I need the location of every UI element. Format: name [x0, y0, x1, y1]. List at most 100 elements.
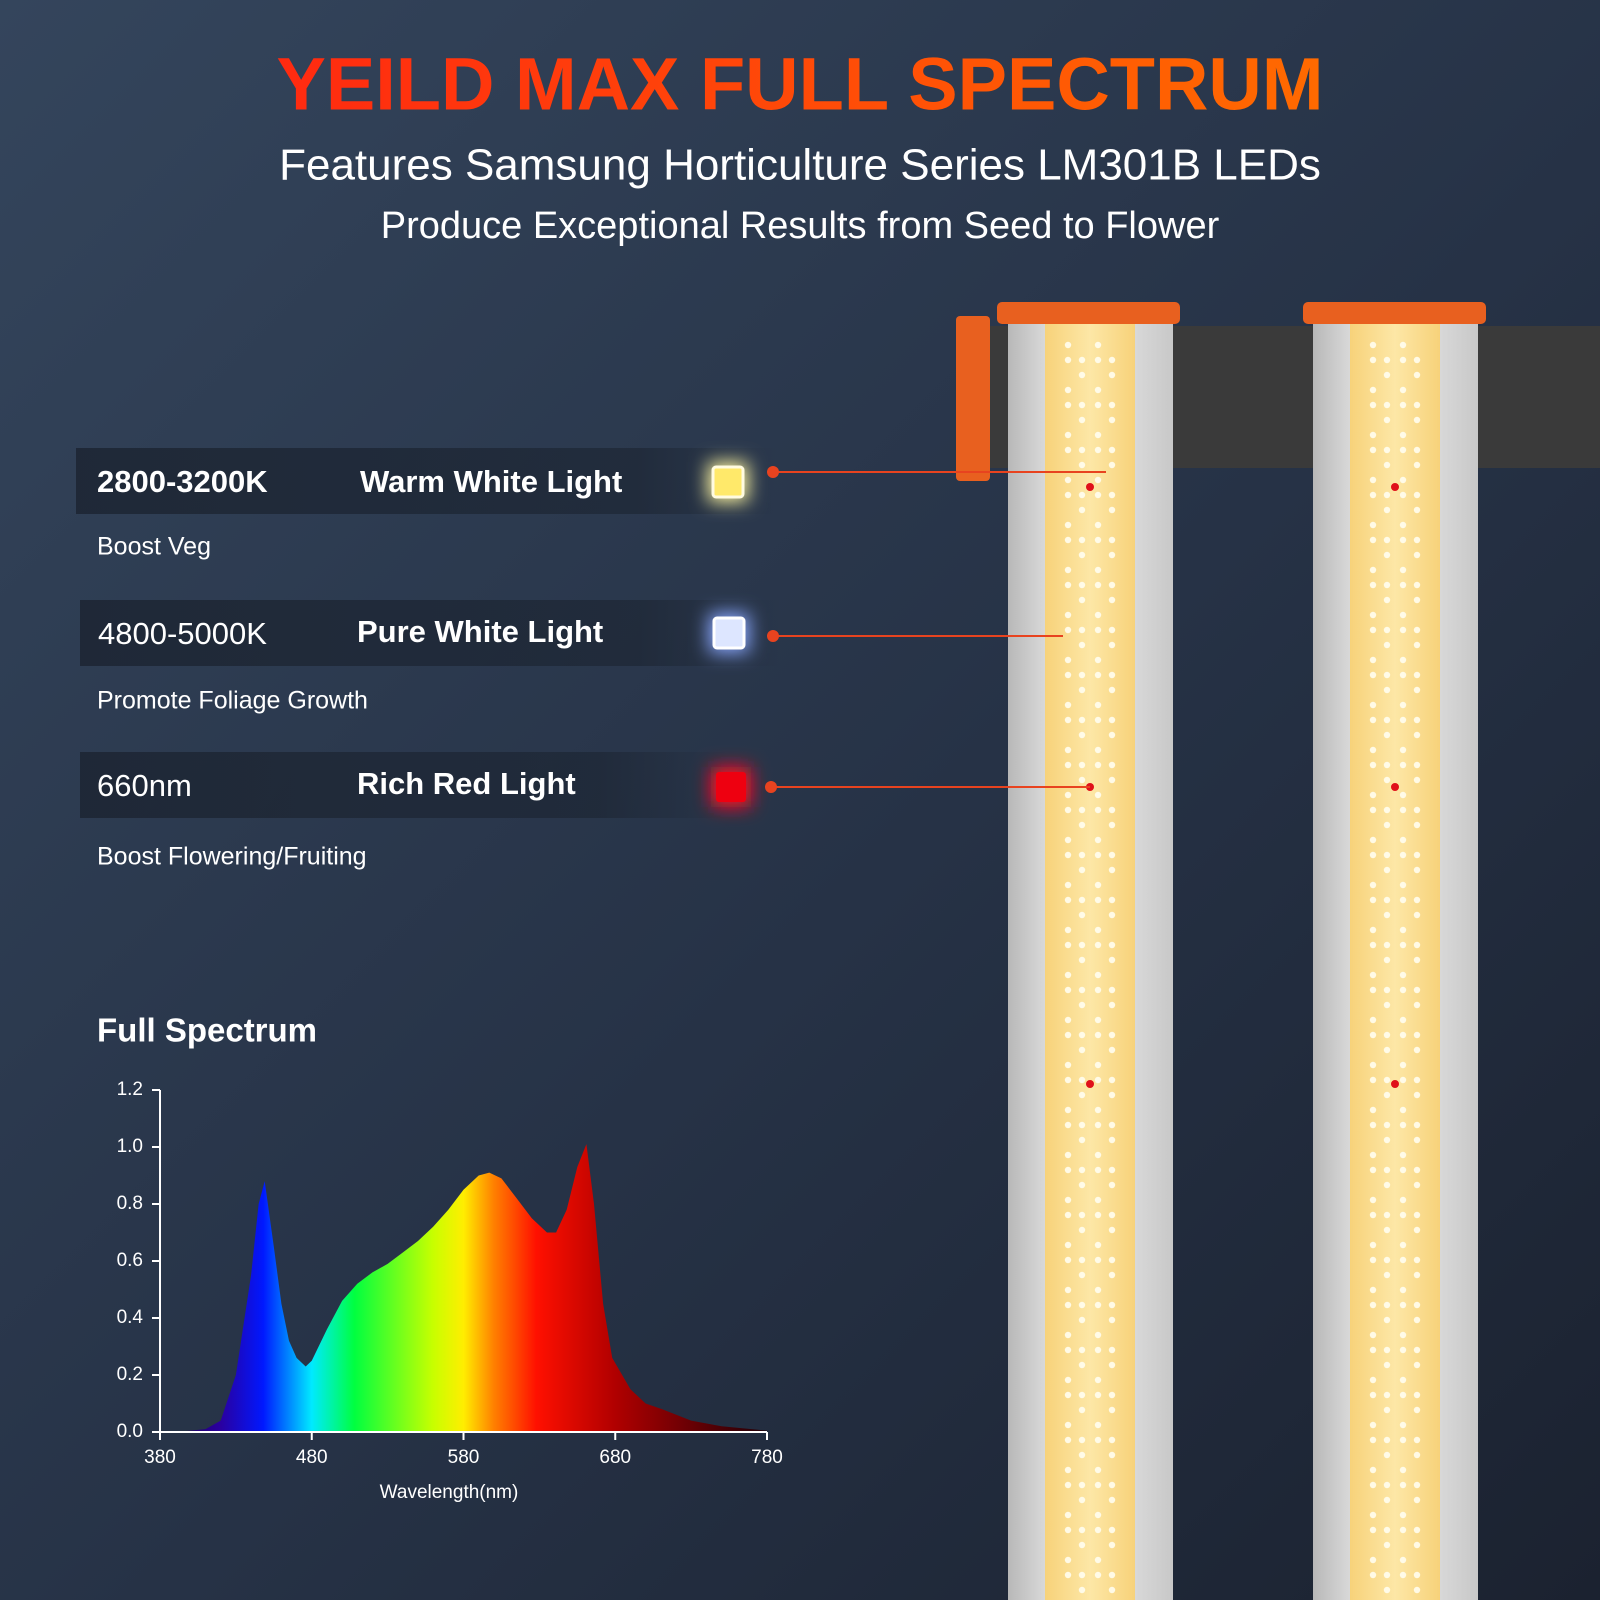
led — [1369, 1571, 1377, 1579]
led — [1369, 1511, 1377, 1519]
led — [1094, 1256, 1102, 1264]
led — [1064, 1556, 1072, 1564]
led — [1078, 1256, 1086, 1264]
led — [1369, 611, 1377, 619]
led — [1064, 386, 1072, 394]
led — [1078, 1121, 1086, 1129]
led-icon — [711, 465, 745, 499]
led — [1078, 1451, 1086, 1459]
led — [1369, 1421, 1377, 1429]
led — [1094, 1121, 1102, 1129]
x-tick-label: 380 — [144, 1447, 176, 1468]
led — [1078, 866, 1086, 874]
led — [1399, 1571, 1407, 1579]
led — [1383, 1541, 1391, 1549]
led — [1078, 401, 1086, 409]
led — [1108, 941, 1116, 949]
led — [1108, 986, 1116, 994]
led — [1369, 941, 1377, 949]
led — [1413, 551, 1421, 559]
led — [1369, 1076, 1377, 1084]
led — [1078, 1496, 1086, 1504]
led — [1064, 716, 1072, 724]
led — [1383, 1571, 1391, 1579]
led — [1064, 1286, 1072, 1294]
led — [1383, 1436, 1391, 1444]
led — [1383, 1406, 1391, 1414]
led — [1094, 566, 1102, 574]
led — [1094, 1376, 1102, 1384]
led — [1094, 521, 1102, 529]
led — [1094, 761, 1102, 769]
led — [1094, 701, 1102, 709]
led — [1399, 971, 1407, 979]
led — [1369, 1121, 1377, 1129]
led — [1078, 1271, 1086, 1279]
led — [1094, 926, 1102, 934]
led — [1078, 1301, 1086, 1309]
led — [1064, 761, 1072, 769]
led — [1078, 851, 1086, 859]
led — [1383, 1496, 1391, 1504]
led — [1399, 431, 1407, 439]
led — [1399, 716, 1407, 724]
benefit: Boost Veg — [97, 533, 211, 561]
led — [1413, 371, 1421, 379]
feature: 4800-5000K Pure White Light Promote Foli… — [80, 600, 1063, 715]
led — [1094, 1526, 1102, 1534]
led — [1078, 1481, 1086, 1489]
led — [1108, 596, 1116, 604]
led — [1094, 356, 1102, 364]
led — [1369, 1301, 1377, 1309]
benefit: Promote Foliage Growth — [97, 687, 368, 715]
led — [1078, 1316, 1086, 1324]
led — [1399, 941, 1407, 949]
led — [1413, 806, 1421, 814]
led — [1413, 1571, 1421, 1579]
led — [1094, 626, 1102, 634]
led — [1108, 1166, 1116, 1174]
led — [1383, 851, 1391, 859]
led — [1383, 1586, 1391, 1594]
led — [1383, 1211, 1391, 1219]
led — [1078, 896, 1086, 904]
led — [1399, 566, 1407, 574]
led — [1064, 1466, 1072, 1474]
led — [1369, 356, 1377, 364]
led — [1094, 1016, 1102, 1024]
led — [1064, 1511, 1072, 1519]
led — [1064, 521, 1072, 529]
led-icon — [716, 772, 746, 802]
y-tick-label: 0.6 — [117, 1250, 143, 1271]
led — [1078, 1031, 1086, 1039]
led — [1064, 971, 1072, 979]
led — [1094, 446, 1102, 454]
led — [1399, 1421, 1407, 1429]
led — [1094, 656, 1102, 664]
led — [1413, 1361, 1421, 1369]
led — [1383, 506, 1391, 514]
led — [1399, 1076, 1407, 1084]
led — [1064, 1121, 1072, 1129]
led — [1399, 341, 1407, 349]
led — [1369, 1031, 1377, 1039]
led — [1094, 1556, 1102, 1564]
led — [1108, 731, 1116, 739]
led — [1369, 701, 1377, 709]
led — [1094, 476, 1102, 484]
led — [1413, 641, 1421, 649]
led — [1108, 1091, 1116, 1099]
led — [1108, 956, 1116, 964]
led — [1369, 341, 1377, 349]
light-name: Pure White Light — [357, 614, 603, 649]
led — [1399, 1391, 1407, 1399]
led — [1413, 356, 1421, 364]
led — [1078, 1166, 1086, 1174]
led — [1413, 461, 1421, 469]
y-tick-label: 0.2 — [117, 1364, 143, 1385]
led — [1064, 881, 1072, 889]
led — [1094, 1241, 1102, 1249]
led — [1108, 641, 1116, 649]
led — [1078, 761, 1086, 769]
led — [1108, 461, 1116, 469]
